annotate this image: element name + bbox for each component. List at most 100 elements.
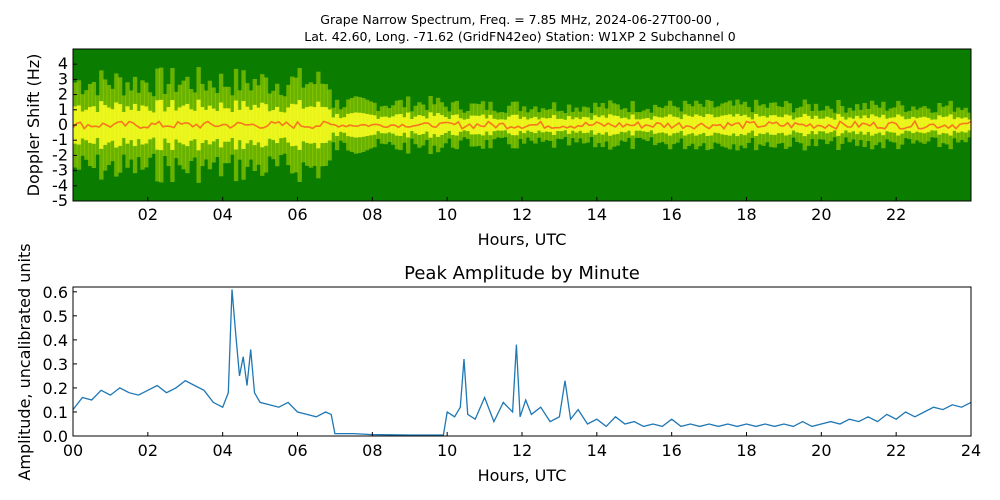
spectrogram-core-column xyxy=(746,117,751,133)
spectrogram-core-column xyxy=(709,114,714,136)
amplitude-y-tick-label: 0.3 xyxy=(43,355,68,374)
spectrogram-core-column xyxy=(810,118,815,132)
spectrogram-core-column xyxy=(596,117,602,133)
amplitude-panel: Peak Amplitude by Minute 00 02 04 06 08 10 12 1… xyxy=(15,243,981,485)
spectrogram-x-tick-label: 02 xyxy=(138,205,158,224)
amplitude-x-tick-label: 22 xyxy=(886,441,906,460)
spectrogram-core-column xyxy=(840,116,845,134)
amplitude-chart-title: Peak Amplitude by Minute xyxy=(404,263,640,284)
spectrogram-core-column xyxy=(944,116,950,134)
spectrogram-core-column xyxy=(544,118,549,132)
spectrogram-x-tick-label: 06 xyxy=(287,205,307,224)
spectrogram-core-column xyxy=(869,114,875,136)
amplitude-x-axis-label: Hours, UTC xyxy=(478,466,567,485)
amplitude-y-tick-label: 0.5 xyxy=(43,307,68,326)
spectrogram-core-column xyxy=(578,119,583,131)
spectrogram-core-column xyxy=(765,117,770,133)
spectrogram-core-column xyxy=(203,109,209,141)
spectrogram-core-column xyxy=(911,116,916,134)
spectrogram-core-column xyxy=(611,115,617,135)
spectrogram-core-column xyxy=(675,117,680,133)
spectrogram-core-column xyxy=(129,109,134,141)
spectrogram-core-column xyxy=(196,99,201,151)
spectrogram-core-column xyxy=(144,106,149,144)
spectrogram-x-tick-label: 04 xyxy=(212,205,232,224)
spectrogram-core-column xyxy=(555,118,561,132)
spectrogram-core-column xyxy=(892,117,897,133)
spectrogram-x-tick-label: 12 xyxy=(512,205,532,224)
spectrogram-core-column xyxy=(918,117,923,133)
spectrogram-core-column xyxy=(319,106,325,144)
amplitude-x-tick-label: 14 xyxy=(587,441,607,460)
spectrogram-core-column xyxy=(379,116,385,134)
spectrogram-core-column xyxy=(899,116,905,134)
spectrogram-x-tick-label: 10 xyxy=(437,205,457,224)
amplitude-x-tick-label: 06 xyxy=(287,441,307,460)
spectrogram-core-column xyxy=(304,107,310,143)
spectrogram-core-column xyxy=(312,107,317,143)
figure-title-line-2: Lat. 42.60, Long. -71.62 (GridFN42eo) St… xyxy=(304,29,736,44)
amplitude-x-tick-label: 12 xyxy=(512,441,532,460)
spectrogram-core-column xyxy=(271,110,276,140)
spectrogram-core-column xyxy=(862,115,867,135)
spectrogram-core-column xyxy=(450,115,456,135)
spectrogram-core-column xyxy=(694,114,699,136)
spectrogram-core-column xyxy=(394,114,400,136)
amplitude-series-line xyxy=(72,289,972,436)
spectrogram-core-column xyxy=(503,119,508,131)
spectrogram-core-column xyxy=(215,110,220,140)
figure-title-line-1: Grape Narrow Spectrum, Freq. = 7.85 MHz,… xyxy=(320,12,720,27)
amplitude-y-tick-label: 0.6 xyxy=(43,283,68,302)
spectrogram-core-column xyxy=(922,116,927,134)
spectrogram-core-column xyxy=(406,112,411,138)
spectrogram-core-column xyxy=(821,118,826,132)
spectrogram-core-column xyxy=(76,105,82,145)
spectrogram-core-column xyxy=(136,110,141,140)
spectrogram-y-tick-label: 1 xyxy=(58,100,68,119)
amplitude-x-tick-label: 10 xyxy=(437,441,457,460)
spectrogram-core-column xyxy=(125,106,130,144)
spectrogram-core-column xyxy=(686,115,691,135)
spectrogram-core-column xyxy=(301,108,306,142)
spectrogram-y-tick-label: 4 xyxy=(58,54,68,73)
spectrogram-y-tick-label: -3 xyxy=(52,161,68,180)
spectrogram-core-column xyxy=(518,118,523,132)
spectrogram-core-column xyxy=(275,106,280,144)
spectrogram-core-column xyxy=(177,107,183,143)
spectrogram-core-column xyxy=(757,116,763,134)
spectrogram-core-column xyxy=(226,108,231,142)
spectrogram-core-column xyxy=(447,119,452,131)
spectrogram-core-column xyxy=(536,119,542,131)
spectrogram-core-column xyxy=(282,112,287,138)
spectrogram-core-column xyxy=(91,106,97,144)
spectrogram-core-column xyxy=(682,114,688,136)
spectrogram-core-column xyxy=(488,114,493,136)
spectrogram-x-tick-label: 14 xyxy=(587,205,607,224)
spectrogram-core-column xyxy=(484,118,489,132)
spectrogram-x-tick-label: 18 xyxy=(736,205,756,224)
spectrogram-core-column xyxy=(443,116,448,134)
spectrogram-y-tick-label: 0 xyxy=(58,115,68,134)
spectrogram-core-column xyxy=(114,102,119,148)
spectrogram-core-column xyxy=(967,119,972,131)
spectrogram-core-column xyxy=(290,103,295,147)
spectrogram-core-column xyxy=(230,111,235,139)
spectrogram-core-column xyxy=(432,115,437,135)
spectrogram-core-column xyxy=(690,116,695,134)
spectrogram-core-column xyxy=(241,101,246,149)
amplitude-y-axis-label: Amplitude, uncalibrated units xyxy=(15,243,34,480)
spectrogram-core-column xyxy=(570,119,575,131)
spectrogram-core-column xyxy=(155,100,160,150)
spectrogram-core-column xyxy=(933,119,938,131)
amplitude-y-tick-label: 0.0 xyxy=(43,427,68,446)
spectrogram-core-column xyxy=(959,118,965,132)
spectrogram-core-column xyxy=(237,109,242,141)
spectrogram-core-column xyxy=(952,119,957,131)
amplitude-x-tick-label: 04 xyxy=(212,441,232,460)
spectrogram-core-column xyxy=(387,117,392,133)
spectrogram-core-column xyxy=(334,113,340,137)
spectrogram-core-column xyxy=(634,119,639,131)
spectrogram-y-tick-label: -1 xyxy=(52,130,68,149)
spectrogram-core-column xyxy=(593,115,598,135)
